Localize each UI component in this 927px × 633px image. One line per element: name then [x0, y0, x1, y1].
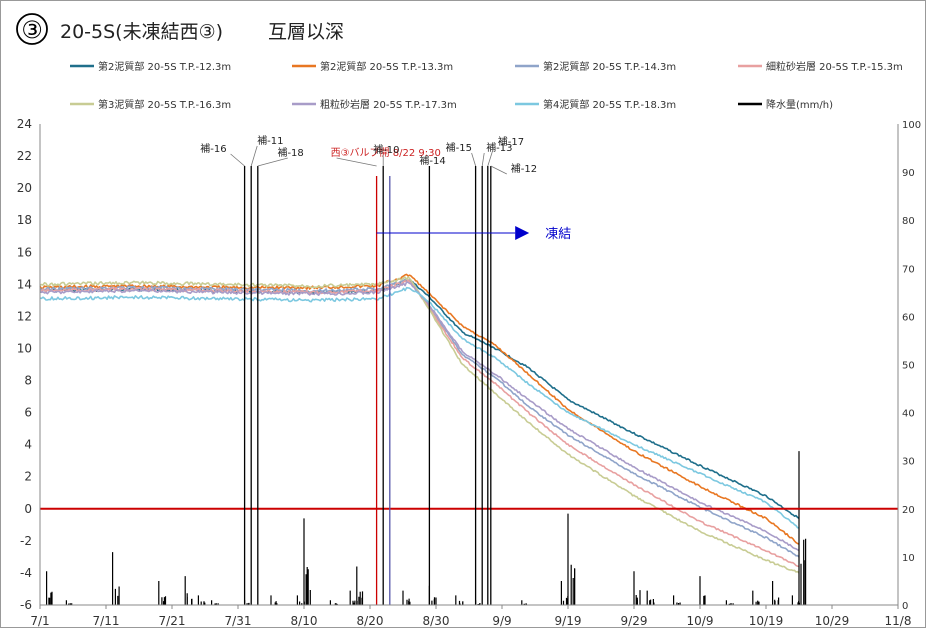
legend-label: 第2泥質部 20-5S T.P.-13.3m — [320, 60, 453, 73]
plot-area: 補-16 補-11補-18 西③バルブ開 8/22 9:30補-10 補-14補-15… — [39, 134, 898, 605]
y-left-tick-label: 12 — [17, 309, 32, 323]
legend: 第2泥質部 20-5S T.P.-12.3m 第2泥質部 20-5S T.P.-1… — [70, 60, 903, 111]
y-left-tick-label: -2 — [20, 534, 32, 548]
axes: -6-4-20246810121416182022240102030405060… — [17, 117, 921, 628]
y-right-tick-label: 30 — [902, 457, 915, 468]
freeze-arrow-head — [515, 226, 530, 241]
y-right-tick-label: 50 — [902, 361, 915, 372]
marker-label: 補-18 — [277, 146, 303, 159]
marker-leader — [471, 152, 476, 167]
legend-item: 第2泥質部 20-5S T.P.-12.3m — [70, 60, 231, 73]
marker-label: 補-12 — [511, 162, 537, 175]
y-left-tick-label: -6 — [20, 598, 32, 612]
y-left-tick-label: 10 — [17, 341, 32, 355]
legend-item: 粗粒砂岩層 20-5S T.P.-17.3m — [292, 98, 457, 111]
y-right-tick-label: 10 — [902, 553, 915, 564]
x-tick-label: 7/21 — [159, 614, 186, 628]
marker-leader — [250, 145, 258, 167]
y-right-tick-label: 70 — [902, 264, 915, 275]
x-tick-label: 8/30 — [423, 614, 450, 628]
y-left-tick-label: 20 — [17, 181, 32, 195]
x-tick-label: 7/31 — [225, 614, 252, 628]
marker-label: 補-16 — [200, 142, 226, 155]
vertical-marker: 補-17 — [487, 135, 524, 605]
chart-title: 20-5S(未凍結西③) — [60, 21, 223, 43]
marker-leader — [257, 157, 288, 167]
precipitation-bars — [46, 451, 807, 605]
legend-label: 第4泥質部 20-5S T.P.-18.3m — [543, 98, 676, 111]
legend-label: 第2泥質部 20-5S T.P.-14.3m — [543, 60, 676, 73]
series-line — [39, 276, 800, 574]
x-tick-label: 10/9 — [687, 614, 714, 628]
marker-label: 補-14 — [419, 154, 445, 167]
legend-label: 第3泥質部 20-5S T.P.-16.3m — [98, 98, 231, 111]
y-right-tick-label: 40 — [902, 409, 915, 420]
legend-label: 第2泥質部 20-5S T.P.-12.3m — [98, 60, 231, 73]
marker-label: 西③バルブ開 8/22 9:30 — [331, 146, 441, 159]
vertical-marker: 補-14 — [419, 154, 446, 605]
vertical-marker: 補-10 — [373, 143, 400, 605]
vertical-marker: 西③バルブ開 8/22 9:30 — [331, 146, 441, 605]
marker-leader — [490, 165, 507, 175]
marker-label: 補-17 — [498, 135, 524, 148]
vertical-marker: 補-15 — [446, 141, 477, 605]
x-tick-label: 7/1 — [30, 614, 49, 628]
y-left-tick-label: 14 — [17, 277, 32, 291]
legend-item: 細粒砂岩層 20-5S T.P.-15.3m — [738, 60, 903, 73]
vertical-marker: 補-11 — [250, 134, 284, 605]
y-right-tick-label: 90 — [902, 168, 915, 179]
vertical-marker: 補-18 — [257, 146, 304, 605]
vertical-marker: 補-12 — [490, 162, 537, 605]
x-tick-label: 8/10 — [291, 614, 318, 628]
chart-subtitle: 互層以深 — [268, 21, 344, 43]
series-line — [39, 286, 800, 529]
legend-item: 第2泥質部 20-5S T.P.-13.3m — [292, 60, 453, 73]
x-tick-label: 10/29 — [815, 614, 850, 628]
y-right-tick-label: 100 — [902, 120, 921, 131]
y-left-tick-label: 6 — [24, 406, 32, 420]
marker-label: 補-11 — [257, 134, 283, 147]
y-left-tick-label: -4 — [20, 566, 32, 580]
y-left-tick-label: 0 — [24, 502, 32, 516]
y-left-tick-label: 22 — [17, 149, 32, 163]
legend-item: 第4泥質部 20-5S T.P.-18.3m — [515, 98, 676, 111]
y-left-tick-label: 2 — [24, 470, 32, 484]
y-right-tick-label: 60 — [902, 312, 915, 323]
y-left-tick-label: 8 — [24, 374, 32, 388]
y-right-tick-label: 80 — [902, 216, 915, 227]
y-right-tick-label: 20 — [902, 505, 915, 516]
badge-circle — [16, 13, 48, 45]
marker-leader — [336, 157, 377, 167]
marker-leader — [481, 152, 485, 167]
marker-label: 補-10 — [373, 143, 399, 156]
x-tick-label: 7/11 — [93, 614, 120, 628]
legend-item: 第2泥質部 20-5S T.P.-14.3m — [515, 60, 676, 73]
legend-label: 細粒砂岩層 20-5S T.P.-15.3m — [766, 60, 903, 73]
y-right-tick-label: 0 — [902, 601, 908, 612]
vertical-marker: 補-16 — [200, 142, 246, 605]
legend-label: 粗粒砂岩層 20-5S T.P.-17.3m — [320, 98, 457, 111]
marker-leader — [487, 146, 495, 167]
x-tick-label: 10/19 — [749, 614, 784, 628]
title-badge: ③ — [21, 16, 43, 44]
legend-item: 降水量(mm/h) — [738, 98, 833, 111]
y-left-tick-label: 4 — [24, 438, 32, 452]
y-left-tick-label: 16 — [17, 245, 32, 259]
legend-item: 第3泥質部 20-5S T.P.-16.3m — [70, 98, 231, 111]
freeze-label: 凍結 — [545, 226, 571, 242]
y-left-tick-label: 24 — [17, 117, 32, 131]
x-tick-label: 8/20 — [357, 614, 384, 628]
marker-leader — [230, 153, 245, 167]
y-left-tick-label: 18 — [17, 213, 32, 227]
x-tick-label: 9/9 — [492, 614, 511, 628]
x-tick-label: 9/19 — [555, 614, 582, 628]
x-tick-label: 11/8 — [885, 614, 912, 628]
x-tick-label: 9/29 — [621, 614, 648, 628]
legend-label: 降水量(mm/h) — [766, 98, 833, 111]
marker-label: 補-15 — [446, 141, 472, 154]
